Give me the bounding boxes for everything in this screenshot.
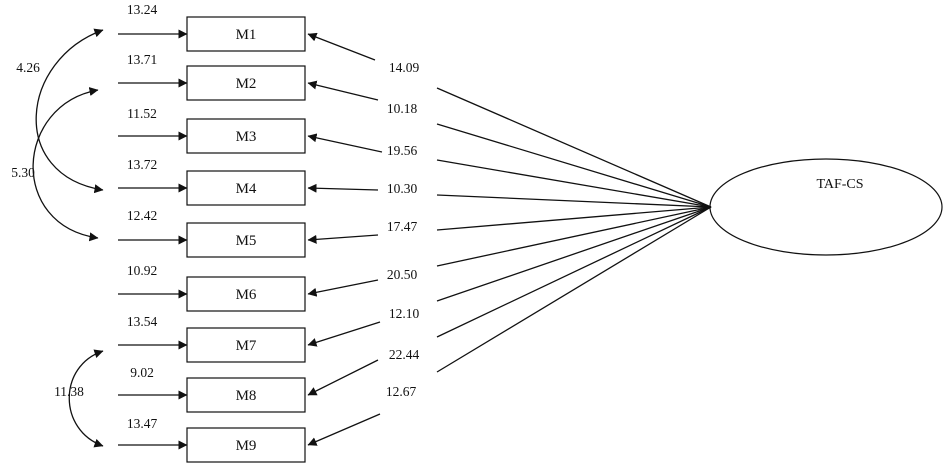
item-row: 13.47 M9 12.67 xyxy=(118,206,712,463)
item-row: 9.02 M8 22.44 xyxy=(118,206,712,413)
loading-arrow xyxy=(307,32,376,61)
latent-path xyxy=(436,206,712,231)
item-box xyxy=(186,427,306,463)
item-box xyxy=(186,377,306,413)
loading-arrow xyxy=(307,279,379,297)
item-label: M9 xyxy=(236,438,257,454)
loading-value: 12.10 xyxy=(389,306,420,321)
item-row: 13.72 M4 10.30 xyxy=(118,157,712,208)
covariance-label-m2-m5: 5.30 xyxy=(11,165,35,180)
item-box xyxy=(186,65,306,101)
loading-value: 10.30 xyxy=(387,181,418,196)
item-label: M3 xyxy=(236,129,257,145)
covariance-m1-m4 xyxy=(35,28,104,194)
item-label: M2 xyxy=(236,76,257,92)
latent-path xyxy=(436,206,712,302)
item-row: 10.92 M6 20.50 xyxy=(118,206,712,312)
loading-value: 10.18 xyxy=(387,101,418,116)
latent-path xyxy=(436,123,712,208)
item-box xyxy=(186,170,306,206)
loading-value: 20.50 xyxy=(387,267,418,282)
loading-value: 14.09 xyxy=(389,60,420,75)
error-value: 13.72 xyxy=(127,157,157,172)
loading-arrow xyxy=(307,321,381,347)
item-box xyxy=(186,327,306,363)
item-row: 11.52 M3 19.56 xyxy=(118,106,712,208)
item-label: M5 xyxy=(236,233,257,249)
error-value: 12.42 xyxy=(127,208,157,223)
covariance-label-m7-m9: 11.38 xyxy=(54,384,84,399)
latent-path xyxy=(436,206,712,338)
error-value: 13.24 xyxy=(127,2,158,17)
latent-path xyxy=(436,87,712,208)
item-row: 13.54 M7 12.10 xyxy=(118,206,712,363)
item-label: M1 xyxy=(236,27,257,43)
covariance-m2-m5 xyxy=(32,87,99,242)
error-value: 13.47 xyxy=(127,416,158,431)
items-layer: 13.24M114.0913.71M210.1811.52M319.5613.7… xyxy=(118,2,712,463)
item-label: M7 xyxy=(236,338,257,354)
item-row: 12.42 M5 17.47 xyxy=(118,206,712,258)
loading-value: 17.47 xyxy=(387,219,418,234)
loading-arrow xyxy=(307,183,379,193)
error-value: 9.02 xyxy=(130,365,154,380)
error-value: 13.71 xyxy=(127,52,157,67)
item-box xyxy=(186,222,306,258)
error-value: 11.52 xyxy=(127,106,157,121)
covariance-m7-m9 xyxy=(68,349,104,448)
latent-path xyxy=(436,206,712,373)
item-box xyxy=(186,118,306,154)
loading-arrow xyxy=(307,80,379,101)
loading-arrow xyxy=(307,359,379,396)
item-box xyxy=(186,16,306,52)
loading-value: 19.56 xyxy=(387,143,418,158)
latent-path xyxy=(436,194,712,208)
latent-label: TAF-CS xyxy=(816,177,863,192)
item-label: M8 xyxy=(236,388,257,404)
error-value: 13.54 xyxy=(127,314,158,329)
latent-ellipse xyxy=(709,158,943,256)
error-value: 10.92 xyxy=(127,263,157,278)
loading-value: 12.67 xyxy=(386,384,417,399)
covariance-label-m1-m4: 4.26 xyxy=(16,60,40,75)
item-row: 13.24 M1 14.09 xyxy=(118,2,712,208)
item-box xyxy=(186,276,306,312)
item-row: 13.71 M2 10.18 xyxy=(118,52,712,208)
latent-path xyxy=(436,159,712,208)
loading-arrow xyxy=(307,413,381,446)
loading-value: 22.44 xyxy=(389,347,420,362)
item-label: M6 xyxy=(236,287,257,303)
loading-arrow xyxy=(307,133,383,153)
latent-path xyxy=(436,206,712,267)
item-label: M4 xyxy=(236,181,257,197)
loading-arrow xyxy=(307,234,379,244)
